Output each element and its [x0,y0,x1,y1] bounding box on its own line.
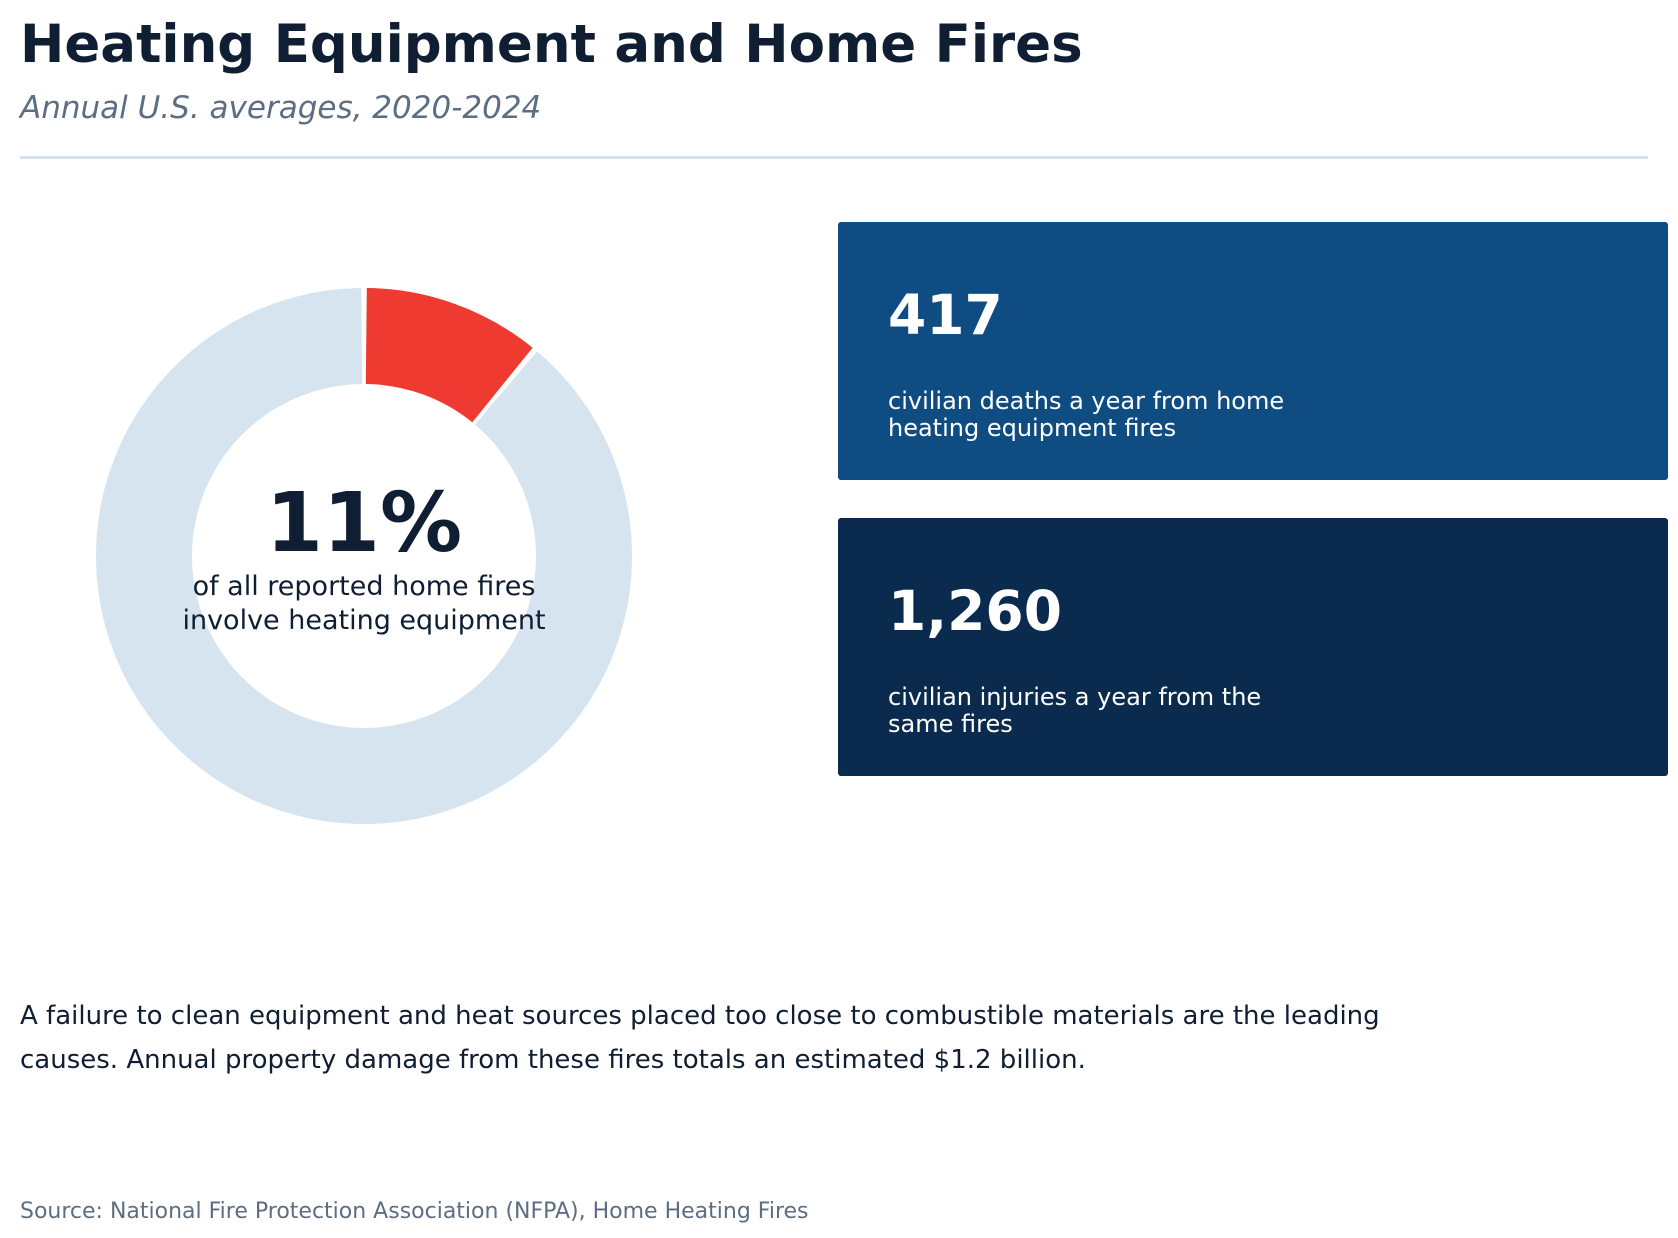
chart-title: Heating Equipment and Home Fires [20,14,1083,75]
stat-card-injuries: 1,260 civilian injuries a year from the … [838,518,1668,776]
stat-description-deaths: civilian deaths a year from home heating… [888,387,1285,442]
donut-caption-line-1: of all reported home fires [192,571,536,602]
body-paragraph: A failure to clean equipment and heat so… [20,1001,1380,1075]
donut-chart: 11% of all reported home fires involve h… [96,288,632,824]
donut-center-caption: of all reported home fires involve heati… [96,570,632,638]
header-divider [20,156,1648,159]
donut-center-value: 11% [265,476,463,571]
chart-subtitle: Annual U.S. averages, 2020-2024 [20,90,542,126]
donut-center: 11% of all reported home fires involve h… [96,288,632,824]
donut-slice-other [96,288,632,824]
stat-value-injuries: 1,260 [888,579,1062,643]
source-note: Source: National Fire Protection Associa… [20,1199,809,1224]
stat-description-injuries: civilian injuries a year from the same f… [888,683,1262,738]
stat-card-deaths: 417 civilian deaths a year from home hea… [838,222,1668,480]
donut-caption-line-2: involve heating equipment [182,605,546,636]
donut-slice-heating-equipment [365,288,533,423]
stat-value-deaths: 417 [888,283,1003,347]
donut-chart-svg [96,288,632,824]
